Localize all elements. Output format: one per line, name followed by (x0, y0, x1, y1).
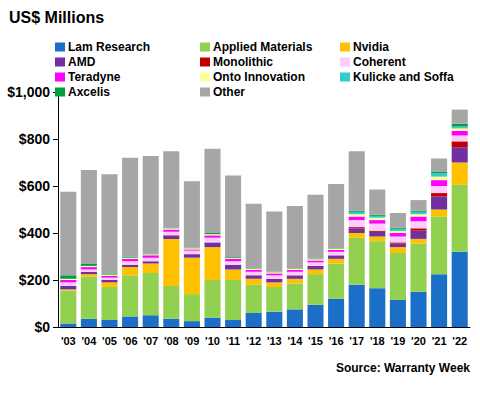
svg-text:'07: '07 (143, 335, 158, 347)
svg-text:'18: '18 (370, 335, 385, 347)
svg-text:'12: '12 (246, 335, 261, 347)
svg-text:'06: '06 (123, 335, 138, 347)
svg-text:US$ Millions: US$ Millions (9, 9, 104, 26)
svg-text:Source: Warranty Week: Source: Warranty Week (336, 361, 470, 375)
svg-text:'03: '03 (61, 335, 76, 347)
svg-text:'05: '05 (102, 335, 117, 347)
svg-text:'15: '15 (308, 335, 323, 347)
svg-text:Kulicke and Soffa: Kulicke and Soffa (353, 70, 454, 84)
svg-text:'20: '20 (411, 335, 426, 347)
svg-text:Other: Other (213, 85, 245, 99)
svg-text:AMD: AMD (68, 55, 96, 69)
svg-text:'09: '09 (184, 335, 199, 347)
svg-text:'10: '10 (205, 335, 220, 347)
svg-text:'04: '04 (81, 335, 97, 347)
svg-text:Coherent: Coherent (353, 55, 406, 69)
svg-text:'16: '16 (329, 335, 344, 347)
svg-text:'13: '13 (267, 335, 282, 347)
svg-text:'21: '21 (432, 335, 447, 347)
svg-text:Lam Research: Lam Research (68, 40, 150, 54)
svg-text:Monolithic: Monolithic (213, 55, 273, 69)
svg-text:'22: '22 (452, 335, 467, 347)
svg-text:Nvidia: Nvidia (353, 40, 389, 54)
svg-text:$200: $200 (19, 272, 50, 288)
svg-text:'14: '14 (287, 335, 303, 347)
svg-text:'08: '08 (164, 335, 179, 347)
svg-text:'19: '19 (390, 335, 405, 347)
svg-text:Applied Materials: Applied Materials (213, 40, 313, 54)
svg-text:$600: $600 (19, 178, 50, 194)
svg-text:'17: '17 (349, 335, 364, 347)
svg-text:$1,000: $1,000 (7, 84, 50, 100)
svg-text:$400: $400 (19, 225, 50, 241)
svg-text:'11: '11 (226, 335, 240, 347)
svg-text:Teradyne: Teradyne (68, 70, 121, 84)
svg-text:Axcelis: Axcelis (68, 85, 110, 99)
svg-text:$800: $800 (19, 131, 50, 147)
svg-text:Onto Innovation: Onto Innovation (213, 70, 305, 84)
svg-text:$0: $0 (34, 319, 50, 335)
